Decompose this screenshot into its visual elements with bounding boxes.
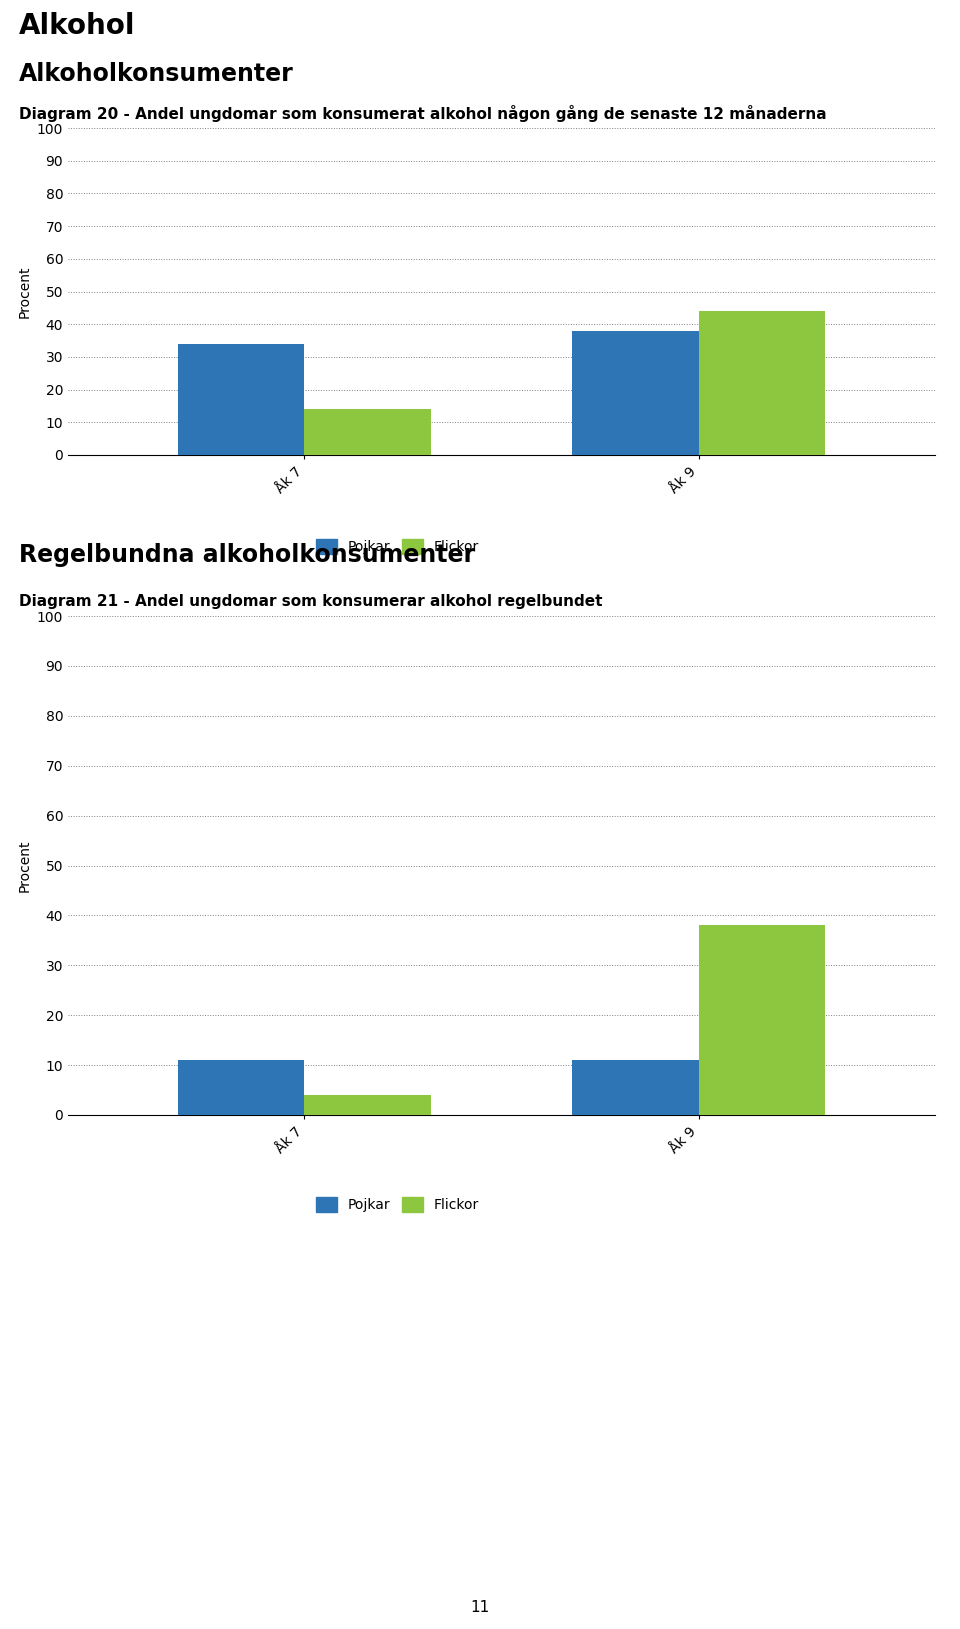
Bar xyxy=(304,409,431,454)
Bar xyxy=(699,925,825,1114)
Bar xyxy=(572,331,699,454)
Bar xyxy=(304,1095,431,1114)
Bar xyxy=(699,311,825,454)
Bar xyxy=(179,344,304,454)
Y-axis label: Procent: Procent xyxy=(17,839,32,891)
Y-axis label: Procent: Procent xyxy=(17,266,32,318)
Bar xyxy=(179,1060,304,1114)
Bar xyxy=(572,1060,699,1114)
Text: Alkoholkonsumenter: Alkoholkonsumenter xyxy=(19,62,294,86)
Text: 11: 11 xyxy=(470,1600,490,1614)
Legend: Pojkar, Flickor: Pojkar, Flickor xyxy=(310,1192,485,1218)
Text: Diagram 20 - Andel ungdomar som konsumerat alkohol någon gång de senaste 12 måna: Diagram 20 - Andel ungdomar som konsumer… xyxy=(19,104,827,122)
Legend: Pojkar, Flickor: Pojkar, Flickor xyxy=(310,534,485,560)
Text: Regelbundna alkoholkonsumenter: Regelbundna alkoholkonsumenter xyxy=(19,542,475,567)
Text: Alkohol: Alkohol xyxy=(19,11,135,41)
Text: Diagram 21 - Andel ungdomar som konsumerar alkohol regelbundet: Diagram 21 - Andel ungdomar som konsumer… xyxy=(19,595,603,609)
